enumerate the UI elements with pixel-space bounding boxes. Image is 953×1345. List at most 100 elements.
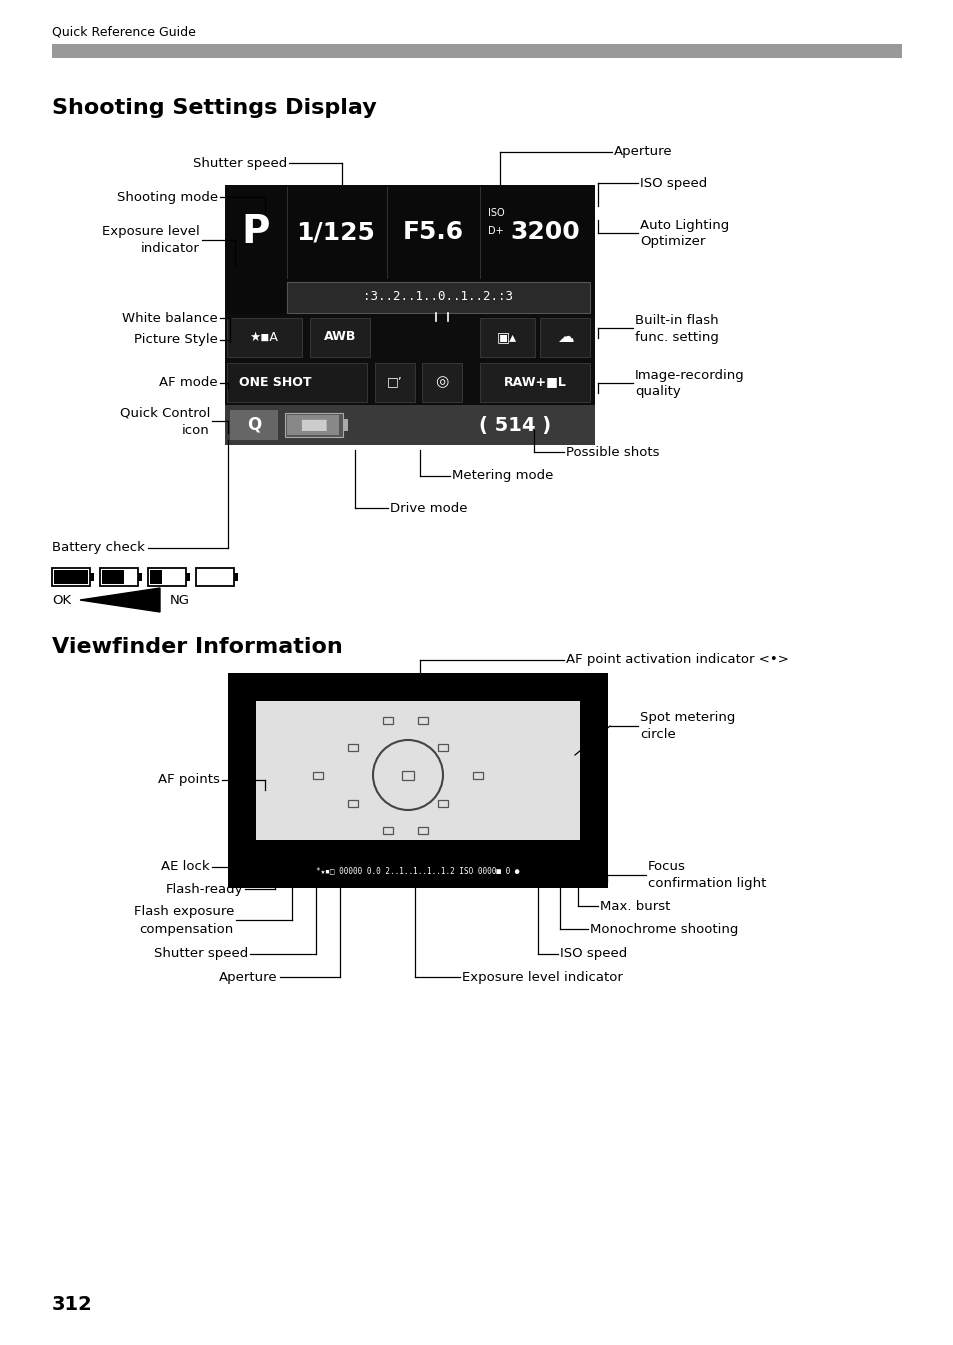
Bar (225, 186, 595, 430)
Bar (186, 573, 190, 581)
Text: ISO speed: ISO speed (559, 947, 626, 960)
Bar (150, 570, 162, 584)
Text: Shutter speed: Shutter speed (193, 156, 287, 169)
Text: compensation: compensation (139, 923, 233, 936)
Bar (287, 416, 338, 434)
Text: ISO speed: ISO speed (639, 176, 706, 190)
Text: Built-in flash: Built-in flash (635, 313, 718, 327)
Bar (313, 772, 323, 779)
Text: Battery check: Battery check (52, 542, 145, 554)
Bar (539, 317, 589, 356)
Text: ███: ███ (301, 420, 327, 430)
Text: Max. burst: Max. burst (599, 900, 670, 912)
Bar (195, 568, 233, 586)
Text: Exposure level: Exposure level (102, 226, 200, 238)
Text: AE lock: AE lock (161, 861, 210, 873)
Bar (138, 573, 142, 581)
Text: ▣▴: ▣▴ (497, 330, 517, 344)
Bar (255, 701, 579, 841)
Text: ONE SHOT: ONE SHOT (238, 375, 311, 389)
Bar (148, 568, 186, 586)
Text: P: P (241, 213, 270, 252)
Text: Exposure level indicator: Exposure level indicator (461, 971, 622, 983)
Text: Flash exposure: Flash exposure (133, 905, 233, 919)
Text: 1/125: 1/125 (296, 221, 375, 243)
Bar (417, 827, 428, 834)
Text: Shutter speed: Shutter speed (153, 947, 248, 960)
Bar (100, 568, 138, 586)
Text: ☁: ☁ (557, 328, 573, 346)
Text: NG: NG (170, 593, 190, 607)
Text: Spot metering: Spot metering (639, 712, 735, 725)
Text: Possible shots: Possible shots (565, 445, 659, 459)
Bar (228, 672, 607, 888)
Text: ( 514 ): ( 514 ) (478, 416, 551, 434)
Bar (102, 570, 124, 584)
Bar (348, 800, 357, 807)
Text: icon: icon (182, 424, 210, 437)
Text: Viewfinder Information: Viewfinder Information (52, 638, 342, 656)
Text: quality: quality (635, 386, 680, 398)
Text: RAW+■L: RAW+■L (503, 375, 566, 389)
Text: Image-recording: Image-recording (635, 369, 744, 382)
Text: ★◾A: ★◾A (250, 331, 278, 343)
Text: confirmation light: confirmation light (647, 877, 765, 890)
Text: Quick Reference Guide: Quick Reference Guide (52, 26, 195, 39)
Bar (225, 405, 595, 445)
Text: D+: D+ (488, 226, 503, 235)
Text: 3200: 3200 (510, 221, 579, 243)
Text: Aperture: Aperture (219, 971, 277, 983)
Text: ◎: ◎ (435, 374, 448, 390)
Text: AF point activation indicator <•>: AF point activation indicator <•> (565, 654, 788, 667)
Text: Shooting Settings Display: Shooting Settings Display (52, 98, 376, 118)
Text: ISO: ISO (488, 208, 504, 218)
Bar (233, 573, 237, 581)
Bar (227, 363, 367, 402)
Bar (479, 317, 535, 356)
Text: Auto Lighting: Auto Lighting (639, 218, 728, 231)
Text: AF points: AF points (158, 773, 220, 787)
Bar (228, 858, 607, 888)
Bar (227, 317, 302, 356)
Bar (52, 568, 90, 586)
Text: 312: 312 (52, 1295, 92, 1314)
Bar (287, 282, 589, 313)
Text: Drive mode: Drive mode (390, 502, 467, 515)
Bar (54, 570, 88, 584)
Text: Metering mode: Metering mode (452, 469, 553, 483)
Text: Picture Style: Picture Style (134, 334, 218, 347)
Text: AF mode: AF mode (159, 377, 218, 390)
Text: :3..2..1..0..1..2.:3: :3..2..1..0..1..2.:3 (363, 291, 513, 304)
Text: Quick Control: Quick Control (119, 406, 210, 420)
Text: Monochrome shooting: Monochrome shooting (589, 923, 738, 936)
Text: F5.6: F5.6 (402, 221, 463, 243)
Polygon shape (80, 588, 160, 612)
Text: indicator: indicator (141, 242, 200, 256)
Text: circle: circle (639, 729, 675, 741)
Bar (225, 360, 595, 405)
Bar (348, 744, 357, 751)
Text: func. setting: func. setting (635, 331, 719, 343)
Bar (473, 772, 482, 779)
Text: Aperture: Aperture (614, 145, 672, 159)
Bar (225, 315, 595, 360)
Text: OK: OK (52, 593, 71, 607)
Bar (382, 827, 393, 834)
Bar (417, 717, 428, 724)
Bar (343, 420, 348, 430)
Bar (382, 717, 393, 724)
Text: Flash-ready: Flash-ready (165, 882, 243, 896)
Bar (310, 317, 370, 356)
Text: Optimizer: Optimizer (639, 235, 704, 249)
Bar (421, 363, 461, 402)
Text: Focus: Focus (647, 861, 685, 873)
Bar (230, 410, 277, 440)
Text: White balance: White balance (122, 312, 218, 324)
Bar (52, 44, 901, 58)
Bar (375, 363, 415, 402)
Text: Shooting mode: Shooting mode (117, 191, 218, 203)
Bar (437, 744, 448, 751)
Bar (437, 800, 448, 807)
Text: *★◾□ 00000 0.0 2..1..1..1..1.2 ISO 0000■ 0 ●: *★◾□ 00000 0.0 2..1..1..1..1.2 ISO 0000■… (315, 866, 519, 876)
Bar (479, 363, 589, 402)
